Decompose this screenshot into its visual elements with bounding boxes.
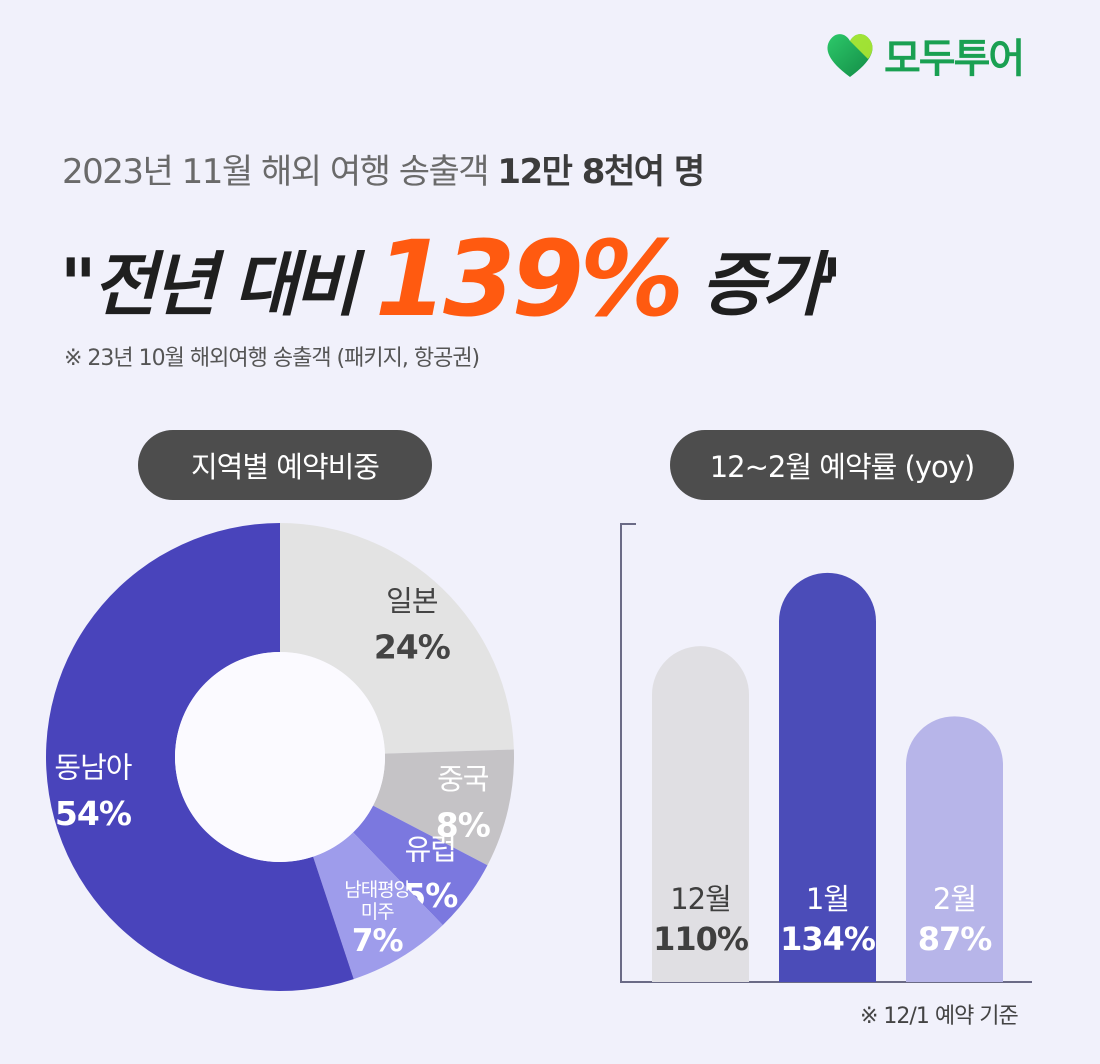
donut-slice [353, 805, 488, 926]
bar [652, 646, 749, 982]
bar [779, 572, 876, 982]
bar [906, 716, 1003, 982]
slice-value: 54% [55, 794, 132, 833]
slice-label: 미주 [361, 901, 394, 923]
bar-footnote: ※ 12/1 예약 기준 [860, 1004, 1019, 1029]
bar-category-label: 2월 [933, 882, 976, 916]
bar-chart-title: 12~2월 예약률 (yoy) [670, 430, 1014, 500]
headline-pre: "전년 대비 [60, 244, 375, 326]
slice-label: 중국 [437, 762, 489, 796]
slice-value: 7% [352, 923, 404, 959]
slice-value: 24% [374, 628, 451, 667]
donut-hole [175, 652, 385, 862]
headline-highlight: 139% [374, 218, 684, 340]
page-headline: "전년 대비 139% 증가' [60, 212, 843, 340]
brand-logo: 모두투어 [822, 26, 1025, 84]
slice-label: 유럽 [405, 832, 456, 866]
bar-value-label: 110% [653, 920, 749, 958]
subtitle-plain: 2023년 11월 해외 여행 송출객 [62, 152, 498, 192]
subtitle-bold: 12만 8천여 명 [497, 152, 705, 192]
donut-slice [373, 749, 514, 866]
slice-label: 일본 [386, 584, 438, 618]
slice-label: 동남아 [54, 750, 131, 784]
bar-value-label: 87% [918, 920, 993, 958]
donut-slice [46, 523, 354, 991]
bar-chart: 12월 110% 1월 134% 2월 87% [620, 523, 1032, 983]
heart-logo-icon [827, 34, 873, 77]
bar-category-label: 12월 [670, 882, 731, 916]
headline-note: ※ 23년 10월 해외여행 송출객 (패키지, 항공권) [64, 346, 480, 371]
bar-category-label: 1월 [806, 882, 849, 916]
slice-value: 8% [436, 805, 491, 844]
page-subtitle: 2023년 11월 해외 여행 송출객 12만 8천여 명 [62, 144, 705, 193]
donut-slice [280, 523, 514, 754]
slice-label: 남태평양 [344, 879, 410, 901]
pie-chart-title: 지역별 예약비중 [138, 430, 432, 500]
brand-name: 모두투어 [884, 36, 1025, 82]
donut-slice [313, 832, 443, 980]
headline-post: 증가' [680, 244, 842, 326]
bar-value-label: 134% [780, 920, 876, 958]
